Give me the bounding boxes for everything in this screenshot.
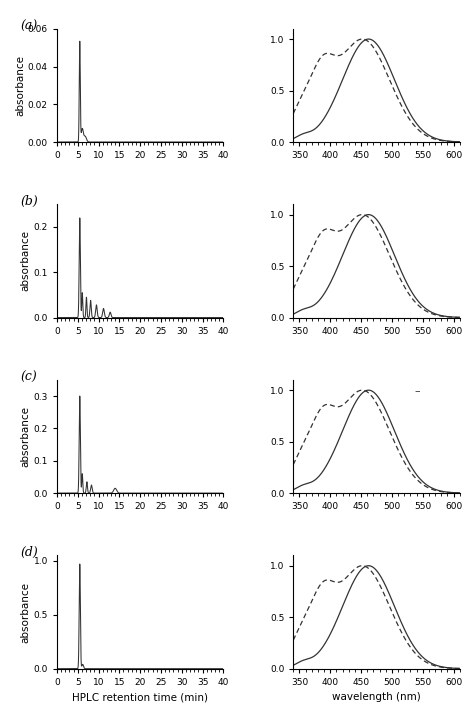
- X-axis label: wavelength (nm): wavelength (nm): [332, 692, 421, 702]
- Y-axis label: absorbance: absorbance: [15, 55, 25, 116]
- Text: (d): (d): [20, 546, 38, 559]
- Y-axis label: absorbance: absorbance: [21, 582, 31, 643]
- Text: –: –: [415, 387, 420, 397]
- Text: (a): (a): [20, 19, 37, 32]
- X-axis label: HPLC retention time (min): HPLC retention time (min): [72, 692, 208, 702]
- Y-axis label: absorbance: absorbance: [21, 231, 31, 291]
- Y-axis label: absorbance: absorbance: [21, 406, 31, 467]
- Text: (b): (b): [20, 196, 38, 209]
- Text: (c): (c): [20, 371, 37, 384]
